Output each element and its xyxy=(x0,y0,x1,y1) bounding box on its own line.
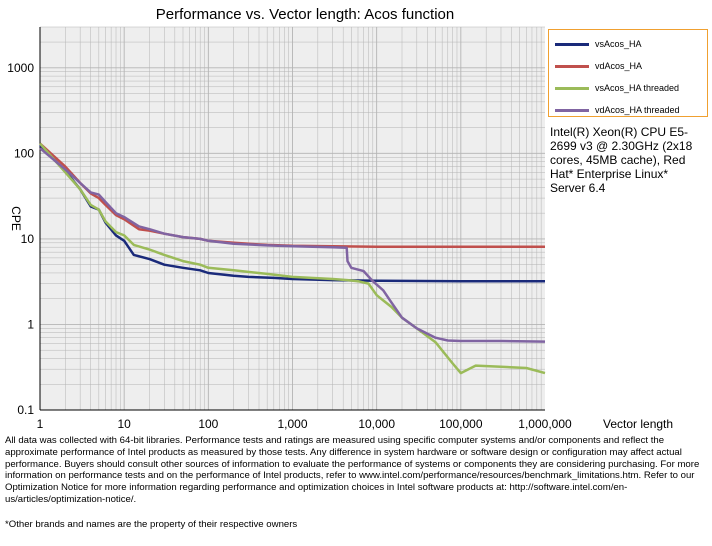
legend-swatch xyxy=(555,86,589,90)
x-tick-label: 1,000 xyxy=(277,417,307,431)
legend-swatch xyxy=(555,42,589,46)
system-info: Intel(R) Xeon(R) CPU E5-2699 v3 @ 2.30GH… xyxy=(550,125,693,195)
legend-swatch xyxy=(555,108,589,112)
x-tick-label: 1 xyxy=(37,417,44,431)
legend-label: vsAcos_HA xyxy=(595,39,642,49)
x-tick-label: 100,000 xyxy=(439,417,483,431)
chart-legend: vsAcos_HA vdAcos_HA vsAcos_HA threaded vdAc… xyxy=(548,29,708,117)
legend-label: vdAcos_HA threaded xyxy=(595,105,680,115)
legend-item: vsAcos_HA threaded xyxy=(555,80,679,96)
x-tick-label: 100 xyxy=(198,417,218,431)
legend-swatch xyxy=(555,64,589,68)
y-axis-title: CPE xyxy=(9,206,23,231)
series-line-2 xyxy=(39,142,546,375)
legend-item: vdAcos_HA threaded xyxy=(555,102,680,118)
legend-label: vsAcos_HA threaded xyxy=(595,83,680,93)
x-tick-label: 10,000 xyxy=(358,417,395,431)
footnote-text: *Other brands and names are the property… xyxy=(5,519,298,530)
series-line-3 xyxy=(39,147,546,343)
y-tick-label: 10 xyxy=(21,232,35,246)
y-tick-label: 100 xyxy=(14,146,34,160)
x-axis-title: Vector length xyxy=(603,417,673,431)
x-tick-label: 10 xyxy=(117,417,131,431)
legend-item: vdAcos_HA xyxy=(555,58,642,74)
chart-title: Performance vs. Vector length: Acos func… xyxy=(155,6,455,23)
legend-label: vdAcos_HA xyxy=(595,61,643,71)
y-tick-label: 1000 xyxy=(7,61,34,75)
disclaimer-text: All data was collected with 64-bit libra… xyxy=(5,435,700,505)
x-tick-label: 1,000,000 xyxy=(518,417,572,431)
y-tick-label: 1 xyxy=(27,317,34,331)
y-tick-label: 0.1 xyxy=(17,403,34,417)
chart-svg: 1 10 100 1,000 10,000 100,000 1,000,0000.11101… xyxy=(7,26,673,431)
legend-item: vsAcos_HA xyxy=(555,36,642,52)
